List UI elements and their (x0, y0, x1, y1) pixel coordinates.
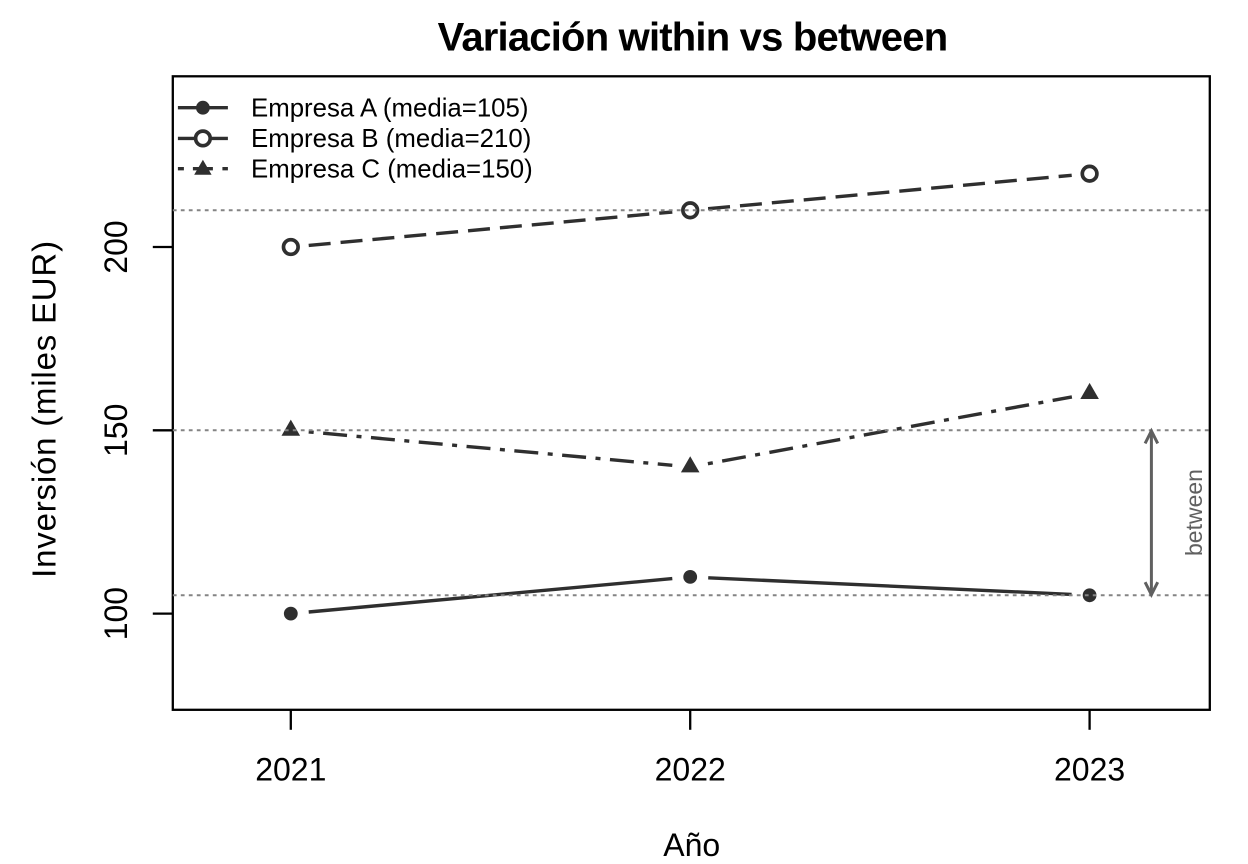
svg-text:2022: 2022 (655, 752, 726, 788)
svg-text:between: between (1181, 469, 1207, 556)
svg-text:Empresa B (media=210): Empresa B (media=210) (251, 125, 531, 153)
svg-text:Variación within vs between: Variación within vs between (438, 16, 948, 60)
svg-text:Empresa C (media=150): Empresa C (media=150) (251, 155, 533, 183)
svg-text:2023: 2023 (1054, 752, 1125, 788)
svg-text:100: 100 (98, 587, 134, 640)
svg-text:150: 150 (98, 404, 134, 457)
svg-text:2021: 2021 (255, 752, 326, 788)
svg-text:Año: Año (663, 827, 720, 863)
svg-text:Empresa A (media=105): Empresa A (media=105) (251, 94, 528, 122)
svg-text:200: 200 (98, 220, 134, 273)
svg-text:Inversión (miles EUR): Inversión (miles EUR) (26, 240, 63, 578)
